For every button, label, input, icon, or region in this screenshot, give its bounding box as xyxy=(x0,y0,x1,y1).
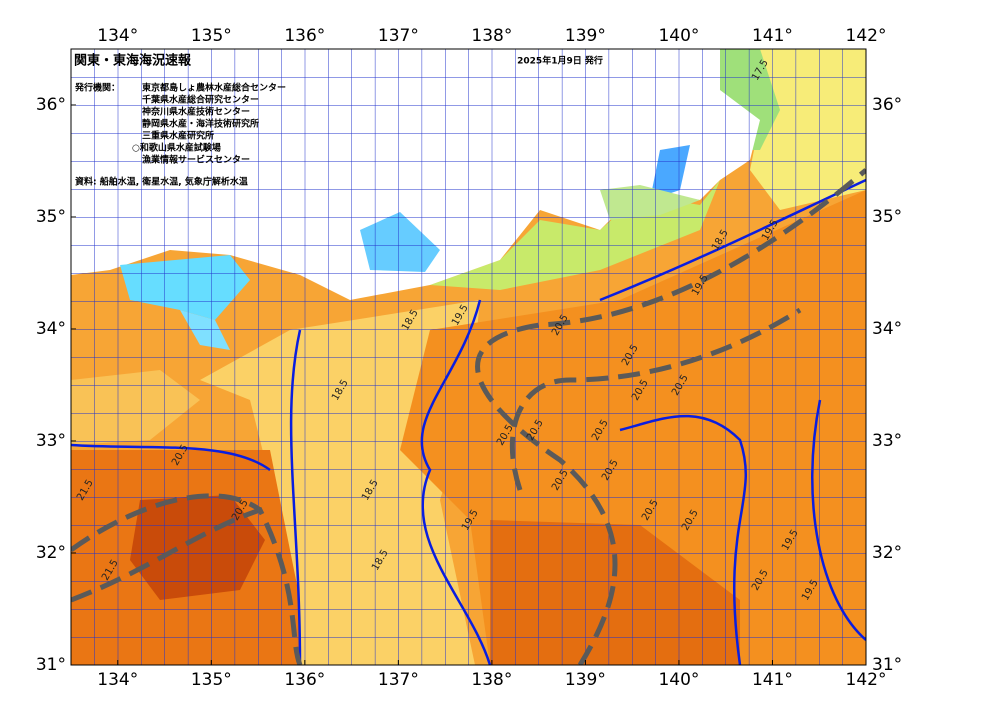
x-tick-label: 136° xyxy=(284,26,325,46)
axis-ticks: 134° 134° 135° 135° 136° 136° 137° 137° 138° 138°… xyxy=(36,26,902,690)
x-tick-label: 140° xyxy=(658,670,699,690)
kuroshio-axis xyxy=(71,168,866,665)
x-tick-label: 135° xyxy=(191,26,232,46)
issuer-name: 千葉県水産総合研究センター xyxy=(142,94,259,106)
y-tick-label: 34° xyxy=(36,319,66,339)
contour-line xyxy=(289,329,302,665)
y-tick-label: 34° xyxy=(872,319,902,339)
x-tick-label: 141° xyxy=(752,670,793,690)
y-tick-label: 35° xyxy=(36,207,66,227)
x-tick-label: 137° xyxy=(378,670,419,690)
issuer-name: ○和歌山県水産試験場 xyxy=(132,142,221,154)
issuer-label: 発行機関： xyxy=(74,82,120,94)
x-tick-label: 137° xyxy=(378,26,419,46)
map-title: 関東・東海海況速報 xyxy=(74,53,192,69)
y-tick-label: 32° xyxy=(872,543,902,563)
x-tick-label: 141° xyxy=(752,26,793,46)
x-tick-label: 135° xyxy=(191,670,232,690)
x-tick-label: 139° xyxy=(565,26,606,46)
issue-date: 2025年1月9日 発行 xyxy=(517,55,603,67)
y-tick-label: 33° xyxy=(872,431,902,451)
issuer-name: 漁業情報サービスセンター xyxy=(142,154,250,166)
x-tick-label: 138° xyxy=(471,670,512,690)
data-source: 資料: 船舶水温, 衛星水温, 気象庁解析水温 xyxy=(75,176,248,188)
y-tick-label: 31° xyxy=(36,655,66,675)
y-tick-label: 35° xyxy=(872,207,902,227)
x-tick-label: 142° xyxy=(846,26,887,46)
y-tick-label: 31° xyxy=(872,655,902,675)
x-tick-label: 134° xyxy=(97,670,138,690)
graticule xyxy=(71,49,866,665)
contour-line xyxy=(71,443,271,472)
issuer-list: 東京都島しょ農林水産総合センター千葉県水産総合研究センター神奈川県水産技術センタ… xyxy=(132,82,286,166)
issuer-name: 東京都島しょ農林水産総合センター xyxy=(142,82,286,94)
issuer-name: 神奈川県水産技術センター xyxy=(142,106,250,118)
y-tick-label: 33° xyxy=(36,431,66,451)
contour-line xyxy=(619,414,747,665)
y-tick-label: 36° xyxy=(36,95,66,115)
issuer-name: 静岡県水産・海洋技術研究所 xyxy=(142,118,259,130)
y-tick-label: 36° xyxy=(872,95,902,115)
map-area: 20.519.520.520.520.520.5 20.520.5 20.520.5… xyxy=(71,49,866,665)
contour-line xyxy=(420,299,492,665)
kuroshio-line xyxy=(71,493,262,553)
x-tick-label: 138° xyxy=(471,26,512,46)
kuroshio-line xyxy=(475,168,866,665)
x-tick-label: 134° xyxy=(97,26,138,46)
contour-line xyxy=(599,178,866,302)
issuer-name: 三重県水産研究所 xyxy=(142,130,214,142)
y-tick-label: 32° xyxy=(36,543,66,563)
x-tick-label: 140° xyxy=(658,26,699,46)
contours xyxy=(71,178,866,665)
map-frame xyxy=(70,48,867,666)
x-tick-label: 139° xyxy=(565,670,606,690)
x-tick-label: 136° xyxy=(284,670,325,690)
x-tick-label: 142° xyxy=(846,670,887,690)
contour-line xyxy=(811,399,866,641)
